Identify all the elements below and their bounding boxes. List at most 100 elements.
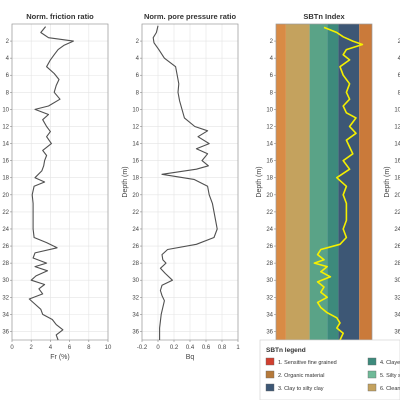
y-tick-label: 10: [394, 107, 400, 113]
legend-title: SBTn legend: [266, 347, 306, 354]
y-axis-label: Depth (m): [384, 166, 391, 197]
y-tick-label: 22: [2, 210, 9, 216]
y-tick-label: 6: [270, 73, 274, 79]
y-tick-label: 28: [2, 261, 9, 267]
y-tick-label: 2: [6, 39, 10, 45]
y-tick-label: 26: [394, 244, 400, 250]
legend-item-label: 2. Organic material: [278, 373, 324, 379]
y-tick-label: 6: [398, 73, 400, 79]
y-tick-label: 36: [266, 329, 273, 335]
y-tick-label: 4: [6, 56, 10, 62]
y-tick-label: 36: [2, 329, 9, 335]
y-tick-label: 16: [266, 159, 273, 165]
y-tick-label: 14: [132, 142, 139, 148]
y-tick-label: 30: [394, 278, 400, 284]
panel-title: Norm. friction ratio: [26, 12, 94, 21]
y-tick-label: 24: [132, 227, 139, 233]
legend-swatch: [367, 383, 377, 392]
y-tick-label: 16: [2, 159, 9, 165]
y-tick-label: 20: [132, 193, 139, 199]
y-tick-label: 4: [136, 56, 140, 62]
x-axis-label: Bq: [186, 354, 195, 361]
y-tick-label: 28: [132, 261, 139, 267]
data-line: [313, 26, 364, 341]
x-tick-label: -0.2: [137, 345, 148, 351]
y-tick-label: 20: [2, 193, 9, 199]
y-tick-label: 36: [132, 329, 139, 335]
y-tick-label: 10: [2, 107, 9, 113]
legend-item-label: 3. Clay to silty clay: [278, 386, 324, 392]
y-tick-label: 32: [2, 295, 9, 301]
y-tick-label: 2: [136, 39, 140, 45]
y-tick-label: 28: [266, 261, 273, 267]
pore-pressure-panel: Norm. pore pressure ratio246810121416182…: [122, 12, 240, 361]
x-tick-label: 4: [49, 345, 53, 351]
y-axis-label: Depth (m): [122, 166, 129, 197]
y-tick-label: 14: [2, 142, 9, 148]
x-tick-label: 0.6: [202, 345, 211, 351]
y-tick-label: 30: [266, 278, 273, 284]
y-tick-label: 2: [270, 39, 274, 45]
y-tick-label: 30: [2, 278, 9, 284]
y-tick-label: 6: [136, 73, 140, 79]
y-tick-label: 24: [394, 227, 400, 233]
y-tick-label: 18: [2, 176, 9, 182]
y-tick-label: 18: [394, 176, 400, 182]
y-tick-label: 8: [270, 90, 274, 96]
y-tick-label: 24: [2, 227, 9, 233]
y-tick-label: 10: [266, 107, 273, 113]
y-tick-label: 4: [398, 56, 400, 62]
y-tick-label: 34: [132, 312, 139, 318]
y-tick-label: 10: [132, 107, 139, 113]
y-tick-label: 24: [266, 227, 273, 233]
y-tick-label: 26: [266, 244, 273, 250]
y-tick-label: 22: [266, 210, 273, 216]
y-tick-label: 8: [398, 90, 400, 96]
sbtn-band-1: [276, 24, 286, 340]
legend-item-label: 6. Clean san: [380, 386, 400, 392]
sbtn-index-panel: SBTn Index246810121416182022242628303234…: [256, 12, 374, 361]
x-tick-label: 2: [30, 345, 34, 351]
legend-item-label: 5. Silty sand: [380, 373, 400, 379]
legend-swatch: [367, 370, 377, 379]
x-tick-label: 1: [236, 345, 240, 351]
x-tick-label: 0.4: [186, 345, 195, 351]
y-tick-label: 26: [2, 244, 9, 250]
x-axis-label: Fr (%): [50, 354, 69, 361]
panel-title: Norm. pore pressure ratio: [144, 12, 237, 21]
x-tick-label: 0.2: [170, 345, 179, 351]
y-tick-label: 18: [132, 176, 139, 182]
sbtn-band-5: [338, 24, 360, 340]
y-tick-label: 12: [266, 124, 273, 130]
y-tick-label: 8: [6, 90, 10, 96]
y-tick-label: 22: [132, 210, 139, 216]
legend-box: [259, 339, 400, 400]
y-tick-label: 28: [394, 261, 400, 267]
legend-item-label: 1. Sensitive fine grained: [278, 360, 337, 366]
y-tick-label: 14: [394, 142, 400, 148]
y-tick-label: 20: [394, 193, 400, 199]
y-tick-label: 8: [136, 90, 140, 96]
sbtn-legend: SBTn legend 1. Sensitive fine grained 4. …: [259, 339, 400, 400]
panel-title: SBTn Index: [303, 12, 345, 21]
x-tick-label: 0.8: [218, 345, 227, 351]
plot-frame: [11, 23, 109, 341]
y-tick-label: 34: [2, 312, 9, 318]
legend-swatch: [367, 357, 377, 366]
y-tick-label: 12: [394, 124, 400, 130]
y-tick-label: 32: [394, 295, 400, 301]
friction-ratio-panel: Norm. friction ratio24681012141618202224…: [2, 12, 112, 361]
legend-item-label: 4. Clayey silt: [380, 360, 400, 366]
sbtn-band-6: [359, 24, 372, 340]
y-tick-label: 36: [394, 329, 400, 335]
y-axis-label: Depth (m): [256, 166, 263, 197]
data-line: [152, 25, 218, 340]
y-tick-label: 32: [266, 295, 273, 301]
y-tick-label: 6: [6, 73, 10, 79]
legend-swatch: [265, 383, 275, 392]
x-tick-label: 10: [105, 345, 112, 351]
y-tick-label: 12: [132, 124, 139, 130]
y-tick-label: 18: [266, 176, 273, 182]
